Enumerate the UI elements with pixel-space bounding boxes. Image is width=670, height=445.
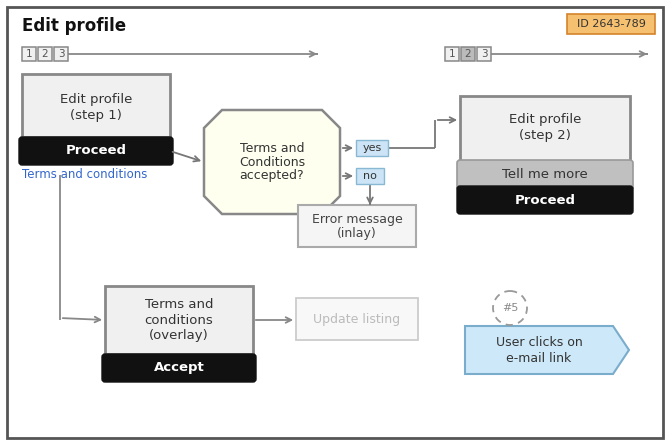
Text: 3: 3 [480,49,487,59]
Text: (step 2): (step 2) [519,129,571,142]
Text: Proceed: Proceed [66,145,127,158]
FancyBboxPatch shape [445,47,459,61]
Text: #5: #5 [502,303,518,313]
Text: (inlay): (inlay) [337,227,377,240]
FancyBboxPatch shape [567,14,655,34]
FancyBboxPatch shape [105,286,253,354]
FancyBboxPatch shape [54,47,68,61]
FancyBboxPatch shape [457,160,633,190]
Text: 2: 2 [465,49,471,59]
Text: no: no [363,171,377,181]
Text: ID 2643-789: ID 2643-789 [577,19,645,29]
FancyBboxPatch shape [457,186,633,214]
Text: Proceed: Proceed [515,194,576,206]
Text: yes: yes [362,143,382,153]
Text: Edit profile: Edit profile [509,113,581,126]
FancyBboxPatch shape [461,47,475,61]
Text: accepted?: accepted? [240,170,304,182]
Text: Update listing: Update listing [314,312,401,325]
FancyBboxPatch shape [460,96,630,161]
FancyBboxPatch shape [7,7,663,438]
Text: 2: 2 [42,49,48,59]
Text: Edit profile: Edit profile [60,93,132,106]
Text: Terms and conditions: Terms and conditions [22,169,147,182]
Text: Terms and: Terms and [240,142,304,154]
Text: Tell me more: Tell me more [502,169,588,182]
Text: Terms and: Terms and [145,298,213,311]
Text: 3: 3 [58,49,64,59]
Text: 1: 1 [25,49,32,59]
FancyBboxPatch shape [19,137,173,165]
Text: e-mail link: e-mail link [507,352,572,365]
Text: (overlay): (overlay) [149,329,209,343]
Polygon shape [465,326,629,374]
FancyBboxPatch shape [296,298,418,340]
FancyBboxPatch shape [38,47,52,61]
FancyBboxPatch shape [298,205,416,247]
Text: Conditions: Conditions [239,155,305,169]
FancyBboxPatch shape [22,74,170,137]
FancyBboxPatch shape [102,354,256,382]
FancyBboxPatch shape [477,47,491,61]
FancyBboxPatch shape [356,168,384,184]
Polygon shape [204,110,340,214]
Text: Accept: Accept [153,361,204,375]
FancyBboxPatch shape [22,47,36,61]
Text: conditions: conditions [145,313,213,327]
Text: (step 1): (step 1) [70,109,122,122]
Text: 1: 1 [449,49,456,59]
Text: Error message: Error message [312,214,403,227]
Text: Edit profile: Edit profile [22,17,126,35]
FancyBboxPatch shape [356,140,388,156]
Text: User clicks on: User clicks on [496,336,582,349]
